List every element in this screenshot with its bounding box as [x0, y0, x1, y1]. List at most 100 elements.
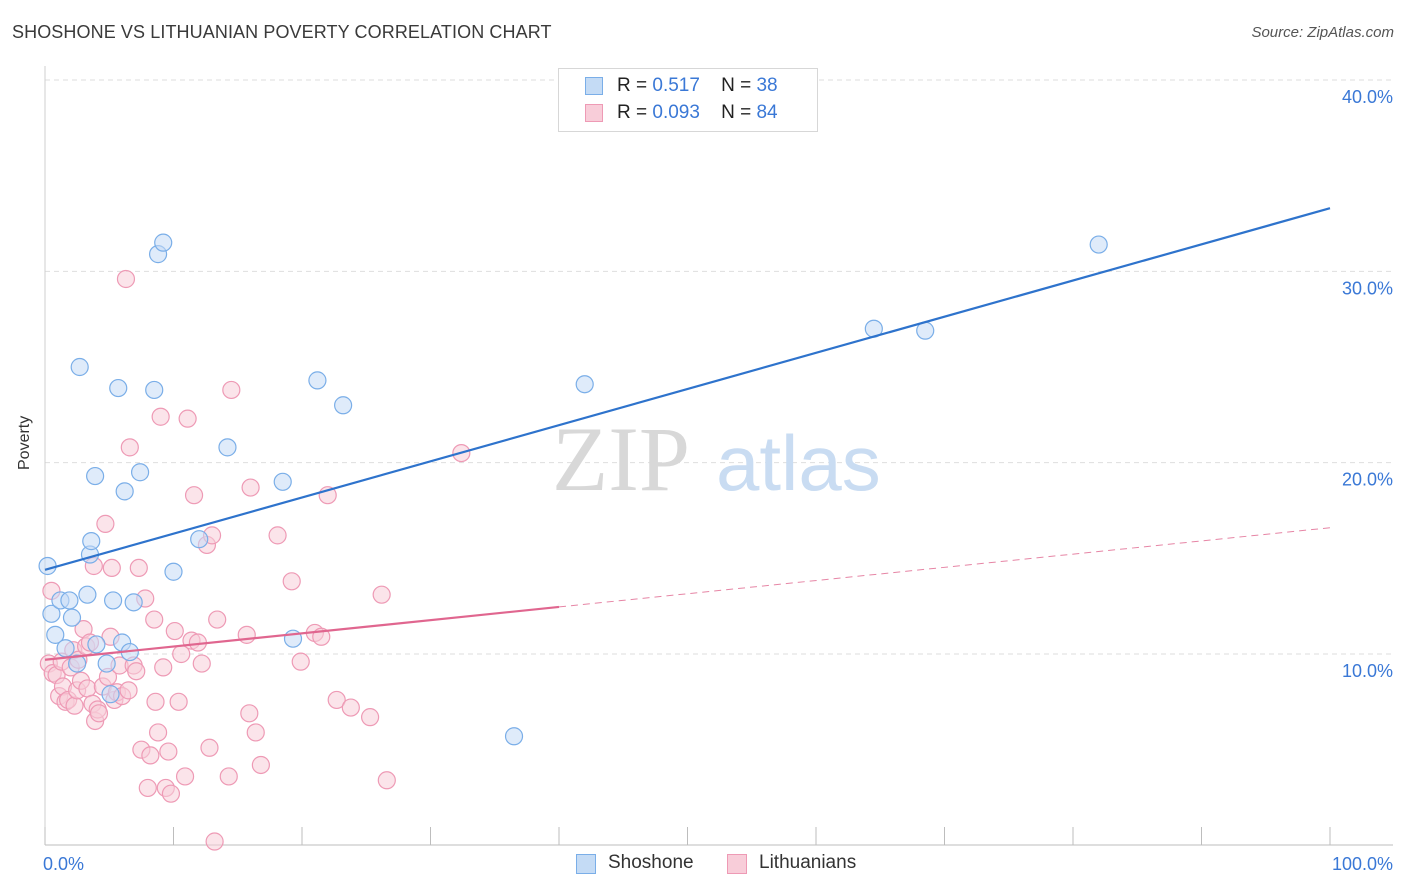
point-lithuanians: [151, 407, 170, 426]
point-shoshone: [42, 604, 61, 623]
point-lithuanians: [159, 742, 178, 761]
point-lithuanians: [96, 514, 115, 533]
point-shoshone: [38, 556, 57, 576]
y-tick-label: 10.0%: [1342, 661, 1393, 681]
point-lithuanians: [246, 723, 265, 742]
point-shoshone: [60, 591, 79, 610]
x-tick-label: 100.0%: [1332, 854, 1393, 874]
legend: R = 0.517 N = 38 R = 0.093 N = 84: [558, 68, 818, 132]
point-lithuanians: [78, 679, 97, 698]
point-lithuanians: [129, 558, 148, 578]
y-tick-label: 20.0%: [1342, 470, 1393, 490]
point-shoshone: [82, 532, 101, 551]
point-lithuanians: [175, 767, 195, 786]
legend-r-value: 0.093: [652, 102, 700, 123]
point-lithuanians: [65, 696, 84, 715]
point-lithuanians: [377, 771, 396, 790]
point-lithuanians: [184, 486, 204, 505]
point-lithuanians: [200, 738, 219, 757]
point-shoshone: [218, 438, 237, 457]
point-shoshone: [56, 639, 75, 658]
trendline-lithuanians: [44, 605, 560, 661]
watermark-zip: ZIP: [552, 408, 690, 510]
point-shoshone: [97, 654, 116, 673]
point-lithuanians: [291, 652, 310, 671]
chart-title: SHOSHONE VS LITHUANIAN POVERTY CORRELATI…: [12, 22, 552, 42]
legend-swatch-shoshone: [585, 77, 603, 95]
point-lithuanians: [240, 704, 259, 723]
point-lithuanians: [146, 692, 165, 711]
trendline-extension-lithuanians: [558, 527, 1331, 608]
tick-labels: 10.0% 20.0% 30.0% 40.0% 0.0% 100.0%: [43, 87, 1393, 874]
point-lithuanians: [219, 767, 238, 786]
point-lithuanians: [208, 610, 227, 629]
trend-lines: [44, 207, 1331, 661]
point-lithuanians: [148, 723, 168, 742]
point-lithuanians: [341, 698, 360, 717]
point-lithuanians: [89, 704, 109, 723]
legend-n-value: 84: [756, 102, 778, 123]
point-lithuanians: [141, 746, 160, 765]
watermark: ZIP atlas: [552, 408, 881, 510]
legend-r-label: R =: [617, 102, 648, 123]
point-shoshone: [78, 585, 97, 604]
watermark-atlas: atlas: [716, 419, 881, 507]
data-points: [38, 233, 1108, 851]
point-shoshone: [87, 635, 106, 654]
y-tick-label: 40.0%: [1342, 87, 1393, 107]
axes: [44, 66, 1393, 846]
point-lithuanians: [169, 692, 188, 711]
bottom-legend-swatch-shoshone: [576, 854, 596, 874]
grid: [45, 79, 1393, 655]
point-lithuanians: [138, 778, 157, 798]
point-shoshone: [115, 482, 134, 501]
point-shoshone: [164, 562, 183, 581]
source-label: Source: ZipAtlas.com: [1251, 24, 1394, 41]
trendline-shoshone: [44, 207, 1331, 571]
point-lithuanians: [165, 621, 184, 641]
point-shoshone: [101, 685, 120, 704]
point-shoshone: [124, 593, 143, 612]
point-lithuanians: [102, 558, 121, 578]
point-shoshone: [334, 396, 353, 415]
point-shoshone: [68, 654, 87, 673]
point-lithuanians: [178, 409, 197, 428]
point-lithuanians: [205, 832, 224, 851]
point-shoshone: [145, 380, 164, 400]
point-lithuanians: [154, 658, 173, 677]
point-lithuanians: [222, 380, 241, 400]
point-lithuanians: [241, 478, 260, 497]
point-lithuanians: [120, 438, 139, 457]
legend-n-label: N =: [721, 102, 752, 123]
point-lithuanians: [161, 784, 181, 803]
point-lithuanians: [116, 269, 136, 289]
legend-swatch-lithuanians: [585, 104, 603, 122]
legend-n-label: N =: [721, 75, 752, 96]
legend-r-label: R =: [617, 75, 648, 96]
point-shoshone: [86, 466, 105, 486]
point-shoshone: [130, 463, 150, 482]
point-lithuanians: [327, 690, 346, 710]
point-lithuanians: [119, 681, 138, 700]
point-lithuanians: [237, 625, 256, 644]
point-lithuanians: [251, 755, 270, 775]
point-lithuanians: [372, 585, 391, 604]
bottom-legend-label: Shoshone: [608, 852, 694, 873]
point-shoshone: [46, 625, 65, 644]
point-shoshone: [104, 591, 123, 610]
point-shoshone: [273, 472, 292, 491]
point-shoshone: [109, 378, 128, 398]
bottom-legend-label: Lithuanians: [759, 852, 857, 873]
point-shoshone: [504, 727, 524, 746]
point-lithuanians: [361, 708, 380, 727]
legend-r-value: 0.517: [652, 75, 700, 96]
point-shoshone: [62, 608, 82, 627]
point-shoshone: [308, 371, 327, 390]
point-shoshone: [154, 233, 173, 252]
y-tick-label: 30.0%: [1342, 278, 1393, 298]
point-lithuanians: [145, 610, 164, 629]
point-lithuanians: [192, 654, 211, 673]
point-lithuanians: [282, 572, 301, 591]
point-lithuanians: [268, 526, 287, 545]
